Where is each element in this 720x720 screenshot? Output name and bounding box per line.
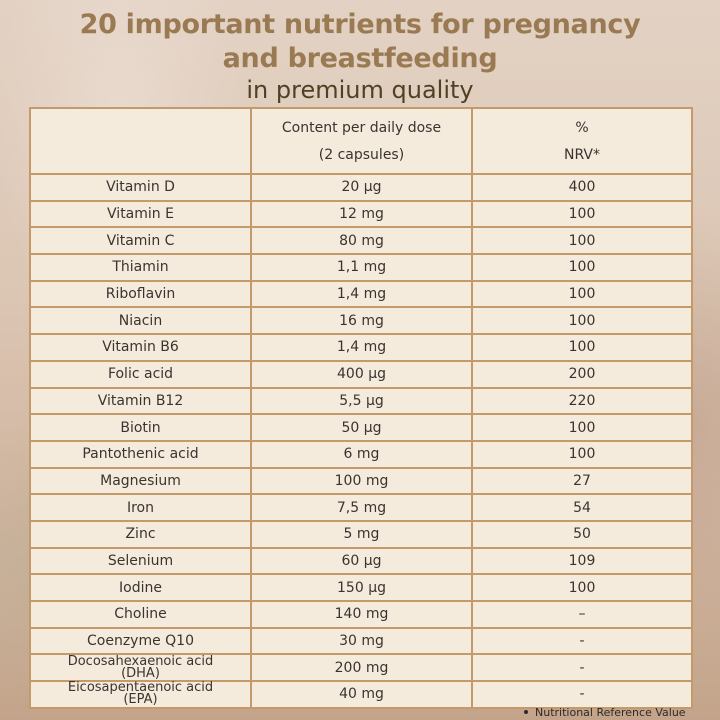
header-content-line-1: Content per daily dose (281, 120, 442, 136)
nutrient-content: 7,5 mg (250, 493, 473, 522)
table-row: Thiamin 1,1 mg 100 (29, 253, 693, 282)
table-row: Folic acid 400 µg 200 (29, 359, 693, 389)
nutrient-content: 1,4 mg (250, 333, 473, 362)
table-row: Docosahexaenoic acid (DHA) 200 mg - (29, 653, 693, 683)
nutrient-name-line-1: Eicosapentaenoic acid (67, 680, 214, 696)
nutrient-name: Magnesium (29, 466, 252, 496)
nutrient-nrv: 27 (471, 466, 693, 496)
table-row: Iron 7,5 mg 54 (29, 493, 693, 522)
nutrient-nrv: 100 (471, 413, 693, 442)
table-row: Eicosapentaenoic acid (EPA) 40 mg - (29, 680, 693, 709)
nutrient-name: Vitamin C (29, 226, 252, 256)
header-content: Content per daily dose (2 capsules) (250, 107, 473, 175)
table-row: Vitamin B12 5,5 µg 220 (29, 386, 693, 416)
nutrient-name-line-1: Docosahexaenoic acid (67, 653, 214, 669)
nutrient-content: 5 mg (250, 519, 473, 549)
nutrient-nrv: 100 (471, 306, 693, 336)
nutrient-nrv: 100 (471, 279, 693, 309)
footnote: Nutritional Reference Value (524, 706, 686, 719)
nutrient-nrv: 100 (471, 573, 693, 602)
nutrient-content: 30 mg (250, 626, 473, 656)
heading-line-2: and breastfeeding (222, 43, 498, 74)
nutrient-content: 1,1 mg (250, 253, 473, 282)
header-nrv-line-2: NRV* (563, 147, 600, 163)
table-row: Pantothenic acid 6 mg 100 (29, 439, 693, 469)
nutrient-name: Vitamin B6 (29, 333, 252, 362)
table-row: Vitamin C 80 mg 100 (29, 226, 693, 256)
table-row: Biotin 50 µg 100 (29, 413, 693, 442)
nutrient-name: Eicosapentaenoic acid (EPA) (29, 680, 252, 709)
table-row: Zinc 5 mg 50 (29, 519, 693, 549)
footnote-text: Nutritional Reference Value (535, 706, 686, 719)
nutrient-name-line-2: (DHA) (121, 665, 160, 681)
nutrient-name: Thiamin (29, 253, 252, 282)
nutrient-nrv: - (471, 653, 693, 683)
nutrient-nrv: - (471, 680, 693, 709)
nutrient-nrv: 400 (471, 173, 693, 202)
nutrient-content: 400 µg (250, 359, 473, 389)
heading-line-1: 20 important nutrients for pregnancy (79, 9, 641, 40)
table-row: Vitamin E 12 mg 100 (29, 199, 693, 229)
table-row: Selenium 60 µg 109 (29, 546, 693, 576)
header-nrv: % NRV* (471, 107, 693, 175)
nutrient-nrv: 54 (471, 493, 693, 522)
nutrient-content: 80 mg (250, 226, 473, 256)
header-content-line-2: (2 capsules) (318, 147, 405, 163)
nutrient-name: Vitamin D (29, 173, 252, 202)
nutrient-content: 40 mg (250, 680, 473, 709)
nutrient-nrv: 109 (471, 546, 693, 576)
table-row: Vitamin D 20 µg 400 (29, 173, 693, 202)
nutrient-content: 20 µg (250, 173, 473, 202)
table-row: Niacin 16 mg 100 (29, 306, 693, 336)
header-nutrient (29, 107, 252, 175)
table-row: Vitamin B6 1,4 mg 100 (29, 333, 693, 362)
nutrient-nrv: 200 (471, 359, 693, 389)
nutrient-name: Vitamin E (29, 199, 252, 229)
nutrient-content: 6 mg (250, 439, 473, 469)
nutrient-nrv: - (471, 626, 693, 656)
nutrient-content: 16 mg (250, 306, 473, 336)
table-row: Coenzyme Q10 30 mg - (29, 626, 693, 656)
nutrient-name-line-2: (EPA) (123, 692, 158, 708)
nutrient-content: 150 µg (250, 573, 473, 602)
nutrient-name: Vitamin B12 (29, 386, 252, 416)
nutrient-nrv: 100 (471, 439, 693, 469)
table-row: Iodine 150 µg 100 (29, 573, 693, 602)
table-header-row: Content per daily dose (2 capsules) % NR… (29, 107, 693, 175)
nutrient-nrv: 50 (471, 519, 693, 549)
nutrient-name: Docosahexaenoic acid (DHA) (29, 653, 252, 683)
nutrient-content: 100 mg (250, 466, 473, 496)
nutrient-nrv: 100 (471, 333, 693, 362)
nutrient-content: 5,5 µg (250, 386, 473, 416)
nutrient-nrv: 220 (471, 386, 693, 416)
nutrient-name: Riboflavin (29, 279, 252, 309)
nutrient-content: 200 mg (250, 653, 473, 683)
table-row: Riboflavin 1,4 mg 100 (29, 279, 693, 309)
nutrient-name: Niacin (29, 306, 252, 336)
nutrient-nrv: – (471, 600, 693, 629)
header-nrv-line-1: % (575, 120, 589, 136)
nutrient-content: 140 mg (250, 600, 473, 629)
nutrient-name: Coenzyme Q10 (29, 626, 252, 656)
nutrient-nrv: 100 (471, 199, 693, 229)
nutrient-name: Folic acid (29, 359, 252, 389)
nutrient-name: Iron (29, 493, 252, 522)
table-row: Choline 140 mg – (29, 600, 693, 629)
nutrient-content: 50 µg (250, 413, 473, 442)
nutrient-name: Selenium (29, 546, 252, 576)
nutrient-content: 1,4 mg (250, 279, 473, 309)
nutrient-name: Zinc (29, 519, 252, 549)
subtitle: in premium quality (246, 76, 474, 104)
nutrient-name: Biotin (29, 413, 252, 442)
nutrient-content: 60 µg (250, 546, 473, 576)
nutrient-name: Pantothenic acid (29, 439, 252, 469)
nutrient-name: Choline (29, 600, 252, 629)
bullet-icon (524, 710, 528, 714)
nutrient-nrv: 100 (471, 253, 693, 282)
nutrient-table: Content per daily dose (2 capsules) % NR… (29, 107, 693, 709)
nutrient-content: 12 mg (250, 199, 473, 229)
nutrient-nrv: 100 (471, 226, 693, 256)
nutrient-name: Iodine (29, 573, 252, 602)
table-row: Magnesium 100 mg 27 (29, 466, 693, 496)
